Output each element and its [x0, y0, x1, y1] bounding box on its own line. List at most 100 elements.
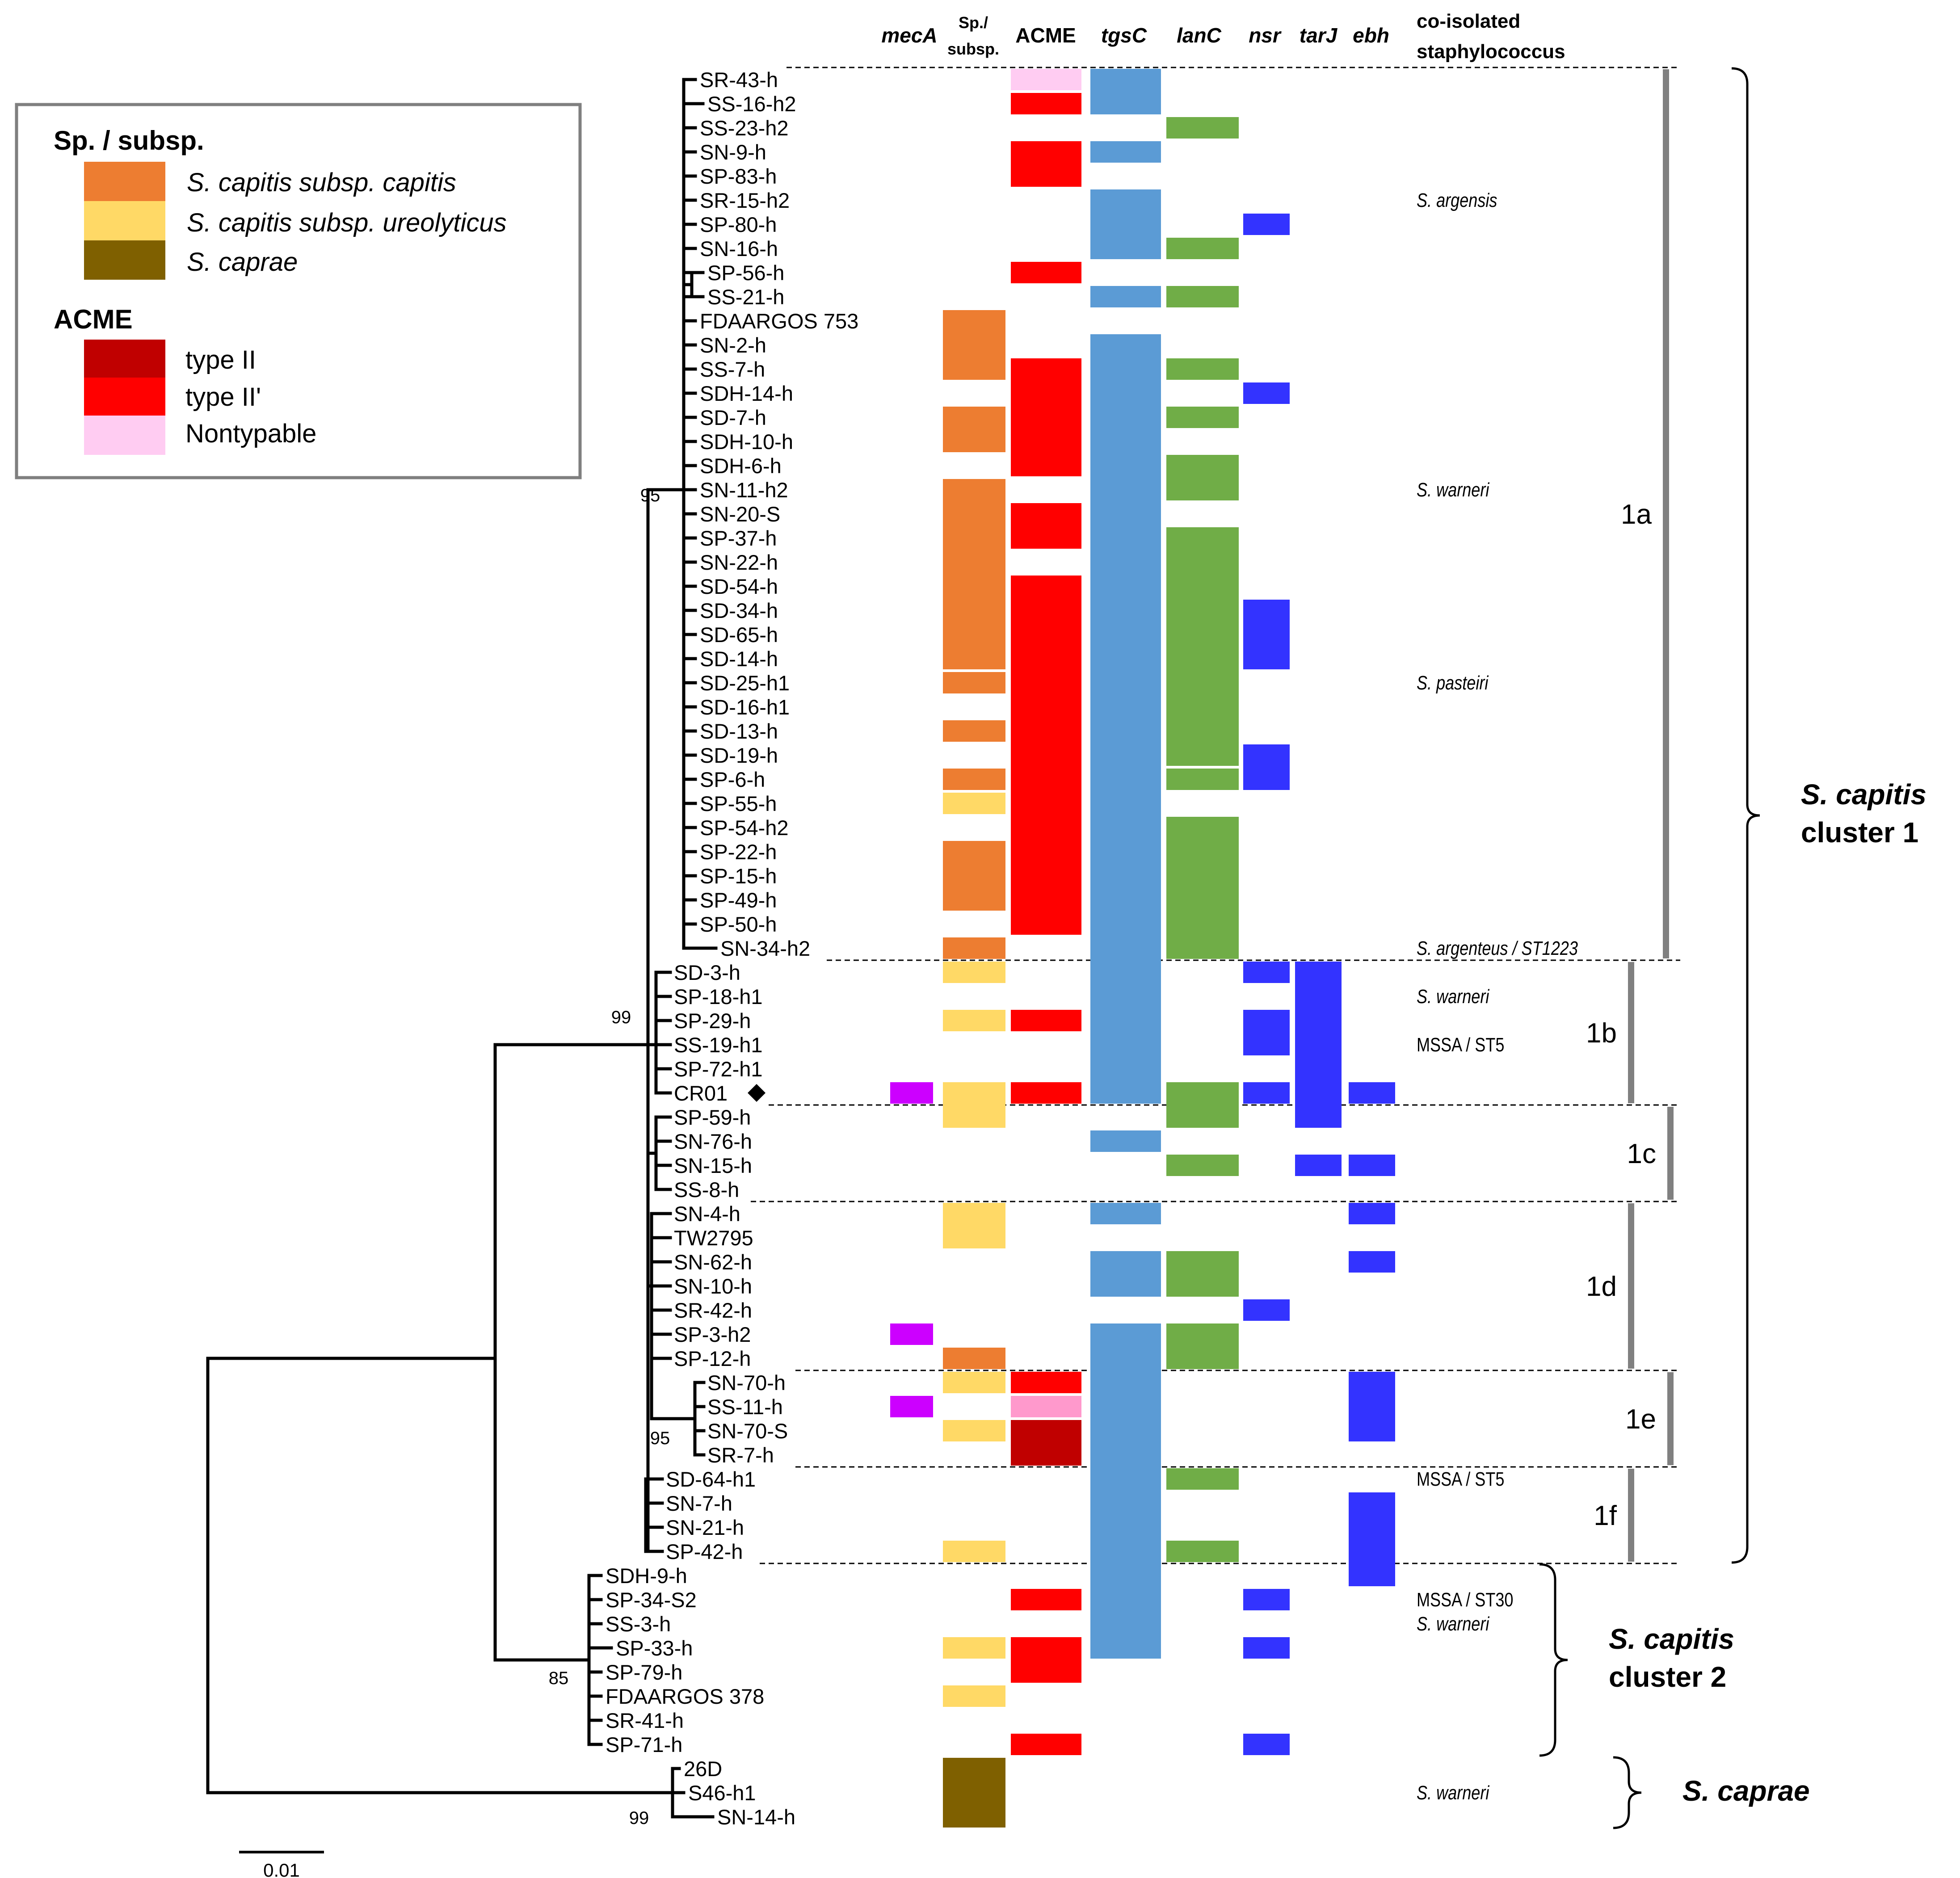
lanc-block — [1166, 1468, 1239, 1490]
taxon-label: SD-25-h1 — [700, 671, 790, 695]
taxon-label: SN-15-h — [674, 1154, 752, 1177]
header-acme: ACME — [1015, 24, 1076, 47]
legend-swatch-ureolyticus — [84, 201, 165, 240]
tgsc-block — [1090, 334, 1161, 1104]
lanc-block — [1166, 1323, 1239, 1369]
header-tgsc: tgsC — [1101, 24, 1147, 47]
taxon-label: SN-20-S — [700, 502, 780, 526]
nsr-block — [1243, 1082, 1290, 1104]
legend: Sp. / subsp. S. capitis subsp. capitis S… — [15, 103, 582, 479]
coisolated-label: MSSA / ST30 — [1417, 1589, 1513, 1611]
species-block — [943, 841, 1005, 911]
cluster-name-line2: cluster 2 — [1609, 1661, 1726, 1693]
bootstrap-label: 99 — [629, 1808, 649, 1828]
subcluster-label: 1f — [1594, 1500, 1617, 1531]
taxon-label: SN-70-S — [707, 1419, 788, 1443]
taxon-label: SP-3-h2 — [674, 1323, 751, 1346]
meca-block — [890, 1082, 933, 1104]
taxon-label: SP-6-h — [700, 768, 765, 791]
species-block — [943, 407, 1005, 452]
acme-block — [1011, 1396, 1081, 1417]
lanc-block — [1166, 527, 1239, 766]
acme-block — [1011, 1372, 1081, 1393]
species-block — [943, 1203, 1005, 1248]
species-block — [943, 793, 1005, 814]
acme-block — [1011, 358, 1081, 476]
taxon-label: SS-23-h2 — [700, 116, 789, 140]
legend-label-capitis: S. capitis subsp. capitis — [187, 168, 456, 197]
ebh-block — [1349, 1155, 1395, 1176]
legend-acme-title: ACME — [54, 304, 133, 334]
subcluster-label: 1d — [1586, 1271, 1617, 1302]
acme-block — [1011, 93, 1081, 114]
cluster-bracket — [1613, 1756, 1642, 1829]
lanc-block — [1166, 769, 1239, 790]
legend-label-type-ii-prime: type II' — [185, 382, 261, 412]
taxon-label: SD-64-h1 — [666, 1467, 756, 1491]
column-headers: mecA Sp./ subsp. ACME tgsC lanC nsr tarJ… — [881, 10, 1565, 63]
lanc-block — [1166, 817, 1239, 959]
scale-bar-label: 0.01 — [263, 1860, 300, 1878]
legend-swatch-type-ii — [84, 340, 165, 378]
taxon-label: SP-12-h — [674, 1347, 751, 1370]
taxon-label: SN-9-h — [700, 140, 766, 164]
acme-block — [1011, 576, 1081, 935]
taxon-label: SP-15-h — [700, 864, 777, 888]
acme-block — [1011, 503, 1081, 549]
tgsc-block — [1090, 141, 1161, 163]
header-meca: mecA — [881, 24, 937, 47]
taxon-label: SN-7-h — [666, 1491, 732, 1515]
taxon-label: SP-33-h — [616, 1636, 693, 1660]
coisolated-label: MSSA / ST5 — [1417, 1468, 1504, 1490]
species-block — [943, 1348, 1005, 1369]
taxon-label: SN-62-h — [674, 1250, 752, 1274]
lanc-block — [1166, 286, 1239, 307]
cluster-name: S. capitis — [1609, 1623, 1734, 1655]
taxon-label: SN-22-h — [700, 550, 778, 574]
coisolated-label: S. warneri — [1417, 986, 1489, 1008]
ebh-block — [1349, 1251, 1395, 1273]
lanc-block — [1166, 1251, 1239, 1297]
cluster-name-species: S. capitis — [1801, 778, 1926, 811]
subcluster-label: 1b — [1586, 1018, 1617, 1049]
taxon-label: SP-49-h — [700, 888, 777, 912]
lanc-block — [1166, 1541, 1239, 1562]
cluster-name-line2: cluster 1 — [1801, 816, 1918, 849]
taxon-label: SN-21-h — [666, 1516, 744, 1539]
taxon-label: SP-80-h — [700, 213, 777, 236]
species-block — [943, 769, 1005, 790]
taxon-label: SS-19-h1 — [674, 1033, 763, 1057]
cluster-bracket — [1731, 67, 1760, 1564]
lanc-block — [1166, 407, 1239, 428]
taxon-label: SP-34-S2 — [606, 1588, 697, 1612]
ebh-block — [1349, 1203, 1395, 1224]
legend-swatch-nontypable — [84, 416, 165, 455]
taxon-label: SS-21-h — [707, 285, 784, 309]
taxon-label: SDH-9-h — [606, 1564, 687, 1588]
species-block — [943, 1637, 1005, 1659]
lanc-block — [1166, 455, 1239, 500]
subcluster-label: 1c — [1627, 1139, 1656, 1169]
nsr-block — [1243, 1589, 1290, 1610]
taxon-label: SDH-10-h — [700, 430, 793, 454]
coisolated-label: S. pasteiri — [1417, 672, 1489, 694]
ebh-block — [1349, 1492, 1395, 1586]
cluster-name-species: S. capitis — [1609, 1623, 1734, 1655]
taxon-label: SD-65-h — [700, 623, 778, 647]
acme-block — [1011, 1734, 1081, 1755]
tgsc-block — [1090, 1130, 1161, 1152]
species-block — [943, 672, 1005, 693]
species-block — [943, 1082, 1005, 1128]
nsr-block — [1243, 962, 1290, 983]
taxon-label: SP-29-h — [674, 1009, 751, 1033]
species-block — [943, 310, 1005, 380]
taxon-label: SP-71-h — [606, 1733, 682, 1756]
taxon-label: SD-16-h1 — [700, 695, 790, 719]
subcluster-bars: 1a 1b 1c 1d 1e 1f — [1586, 69, 1674, 1562]
lanc-block — [1166, 1082, 1239, 1128]
lanc-block — [1166, 238, 1239, 259]
taxon-label: SP-22-h — [700, 840, 777, 864]
taxon-label: SD-3-h — [674, 961, 740, 984]
acme-block — [1011, 1082, 1081, 1104]
taxon-label: SS-7-h — [700, 357, 765, 381]
